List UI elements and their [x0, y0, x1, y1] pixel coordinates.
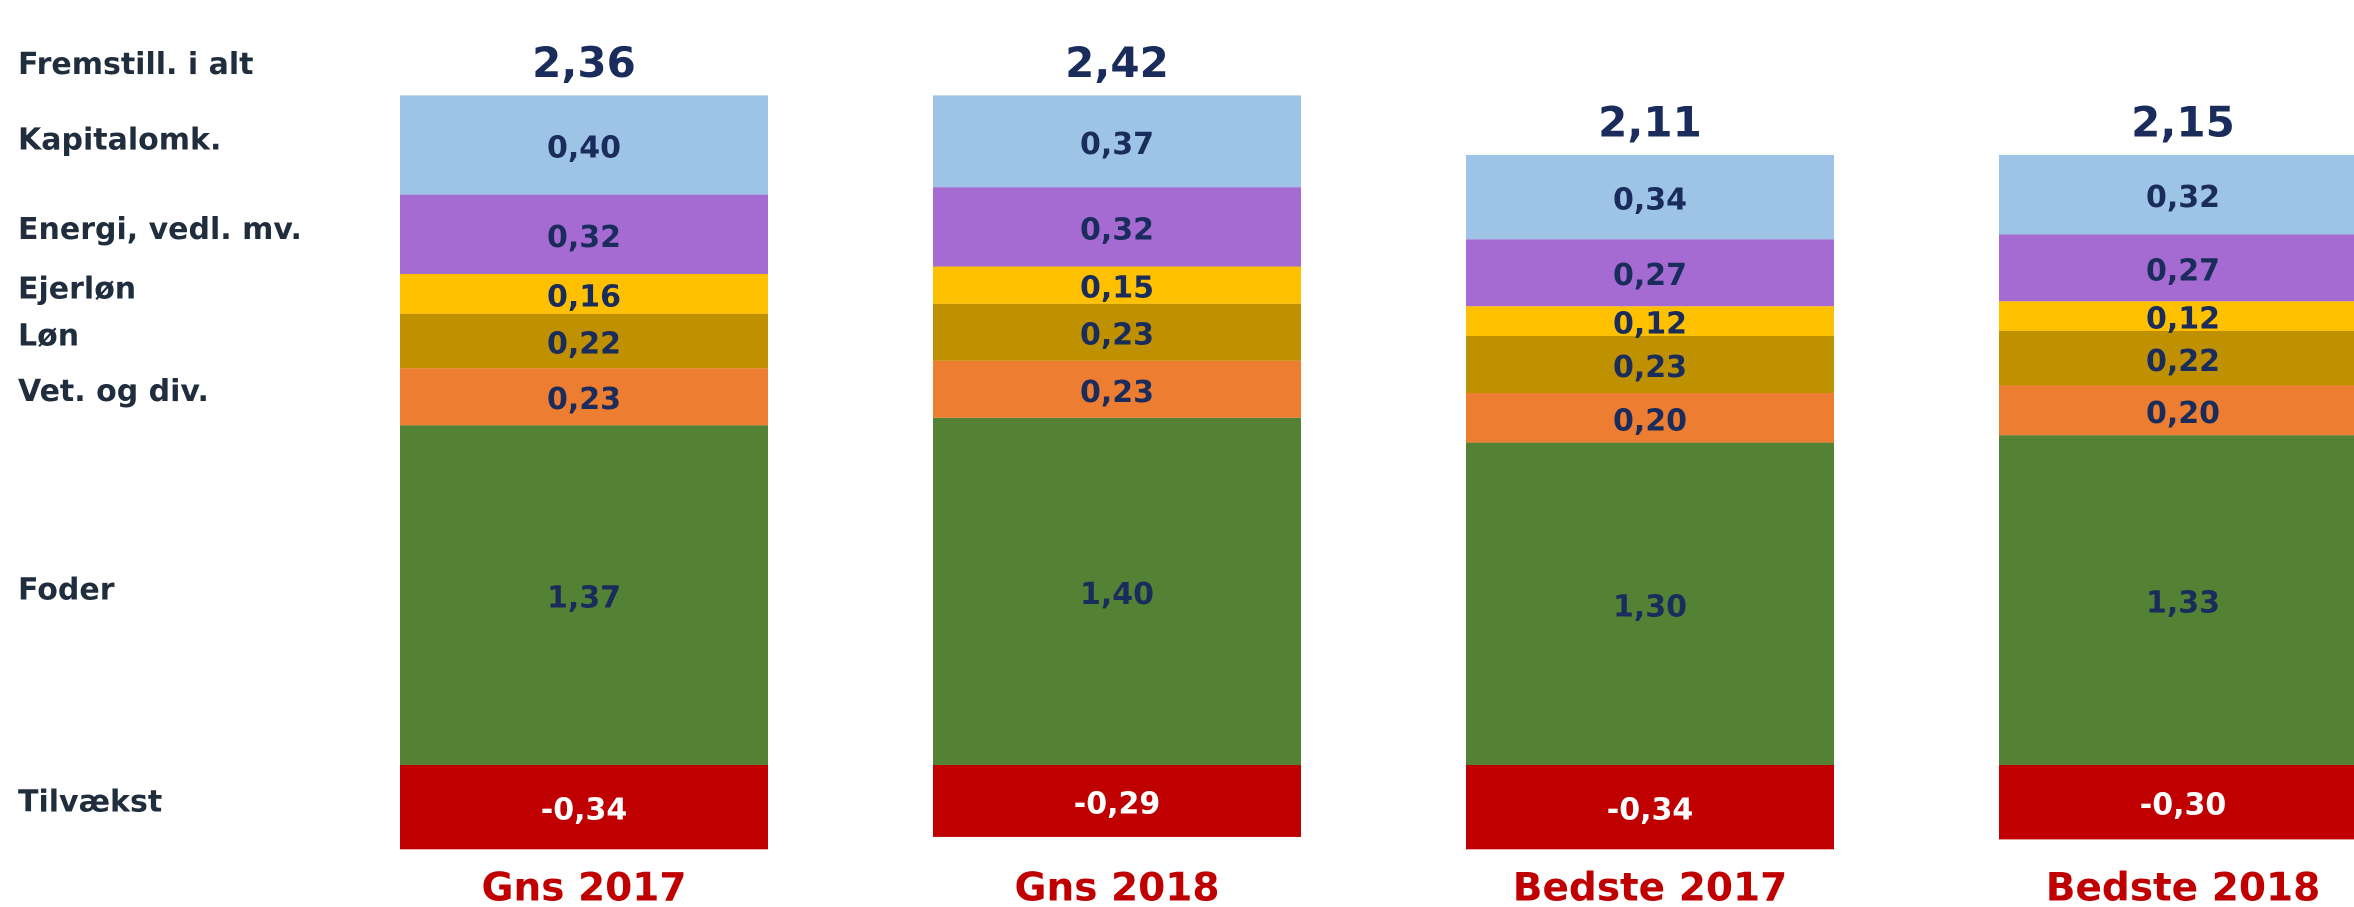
data-label: 0,27: [1613, 258, 1687, 293]
bar-segment: [1999, 331, 2354, 386]
data-label: -0,29: [1074, 786, 1160, 821]
legend-label: Kapitalomk.: [18, 123, 221, 158]
bar-segment: [400, 313, 768, 369]
data-label: -0,34: [541, 793, 627, 828]
bar-segment: [933, 360, 1301, 418]
data-label: 0,20: [1613, 403, 1687, 438]
bar-segment: [933, 765, 1301, 837]
data-label: 0,23: [547, 382, 621, 417]
total-label: 2,42: [1065, 38, 1169, 87]
legend-label: Foder: [18, 573, 115, 608]
data-label: 0,27: [2146, 253, 2220, 288]
legend-label: Fremstill. i alt: [18, 47, 253, 82]
data-label: 0,32: [1080, 212, 1154, 247]
bar-segment: [1466, 154, 1834, 240]
bar-segment: [400, 425, 768, 765]
bar-segment: [400, 368, 768, 426]
total-label: 2,11: [1598, 97, 1702, 146]
total-label: 2,36: [532, 38, 636, 87]
bar-segment: [933, 266, 1301, 304]
data-label: 0,22: [547, 326, 621, 361]
legend-label: Vet. og div.: [18, 374, 209, 409]
bar-segment: [400, 765, 768, 850]
bar-segment: [1999, 301, 2354, 331]
bar-segment: [400, 194, 768, 274]
bar-segment: [1466, 335, 1834, 393]
category-label: Gns 2017: [481, 866, 686, 907]
legend-label: Løn: [18, 318, 79, 353]
bar-segment: [933, 417, 1301, 765]
bar-segment: [1466, 765, 1834, 850]
data-label: 0,23: [1613, 350, 1687, 385]
data-label: 0,32: [547, 220, 621, 255]
bar-segment: [1999, 435, 2354, 765]
data-label: 0,22: [2146, 344, 2220, 379]
legend-label: Tilvækst: [18, 785, 162, 820]
category-label: Gns 2018: [1014, 866, 1219, 907]
data-label: 1,33: [2146, 586, 2220, 621]
data-label: 0,12: [2146, 302, 2220, 337]
bar-segment: [1466, 442, 1834, 765]
data-label: 0,12: [1613, 307, 1687, 342]
bar-segment: [1466, 306, 1834, 336]
bar-segment: [933, 95, 1301, 188]
data-label: -0,30: [2140, 788, 2226, 823]
bar-segment: [1466, 239, 1834, 307]
data-label: 0,32: [2146, 180, 2220, 215]
data-label: 0,40: [547, 131, 621, 166]
data-label: -0,34: [1607, 793, 1693, 828]
data-label: 0,16: [547, 279, 621, 314]
bar-segment: [933, 187, 1301, 267]
bar-segment: [933, 303, 1301, 361]
data-label: 1,37: [547, 581, 621, 616]
data-label: 0,20: [2146, 396, 2220, 431]
data-label: 0,23: [1080, 375, 1154, 410]
data-label: 1,30: [1613, 589, 1687, 624]
bar-segment: [1999, 154, 2354, 235]
category-label: Bedste 2018: [2046, 866, 2321, 907]
bar-segment: [1999, 385, 2354, 436]
bar-segment: [1999, 234, 2354, 302]
bar-segment: [400, 95, 768, 195]
legend-label: Ejerløn: [18, 271, 136, 306]
data-label: 0,23: [1080, 318, 1154, 353]
bar-segment: [400, 273, 768, 314]
data-label: 0,34: [1613, 183, 1687, 218]
data-label: 1,40: [1080, 577, 1154, 612]
total-label: 2,15: [2131, 97, 2235, 146]
legend-label: Energi, vedl. mv.: [18, 212, 302, 247]
data-label: 0,15: [1080, 271, 1154, 306]
bar-segment: [1999, 765, 2354, 840]
category-label: Bedste 2017: [1513, 866, 1788, 907]
data-label: 0,37: [1080, 127, 1154, 162]
bar-segment: [1466, 393, 1834, 443]
